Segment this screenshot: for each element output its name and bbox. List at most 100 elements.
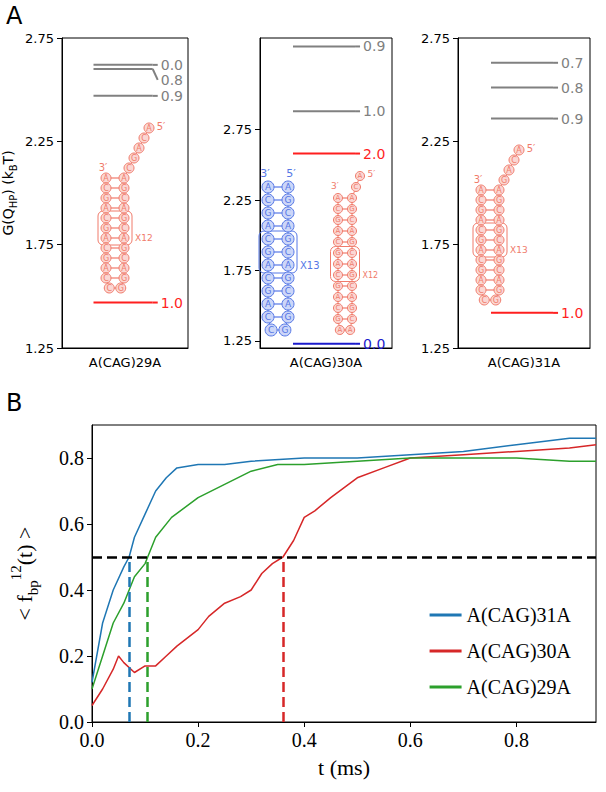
- svg-text:A: A: [478, 216, 484, 225]
- svg-text:A: A: [103, 234, 109, 243]
- svg-text:A(CAG)29A: A(CAG)29A: [467, 676, 572, 699]
- svg-text:A: A: [285, 221, 292, 231]
- svg-text:G: G: [281, 325, 288, 335]
- svg-text:2.75: 2.75: [223, 122, 252, 137]
- svg-text:A: A: [103, 174, 109, 183]
- svg-text:A: A: [336, 293, 341, 301]
- svg-text:G: G: [285, 234, 292, 244]
- svg-text:1.75: 1.75: [421, 237, 450, 252]
- svg-text:1.25: 1.25: [421, 341, 450, 356]
- svg-text:0.0: 0.0: [80, 729, 105, 751]
- svg-text:C: C: [141, 134, 147, 143]
- svg-text:G: G: [121, 244, 127, 253]
- svg-text:G: G: [285, 312, 292, 322]
- svg-text:1.75: 1.75: [223, 263, 252, 278]
- svg-text:C: C: [478, 256, 484, 265]
- svg-text:G: G: [265, 247, 272, 257]
- svg-text:G: G: [349, 238, 354, 246]
- svg-text:A: A: [496, 276, 502, 285]
- svg-text:A: A: [516, 146, 522, 155]
- svg-text:5′: 5′: [368, 169, 376, 179]
- svg-text:C: C: [265, 273, 271, 283]
- svg-text:0.7: 0.7: [561, 55, 583, 71]
- svg-text:C: C: [354, 183, 359, 191]
- svg-text:A: A: [121, 204, 127, 213]
- svg-text:0.2: 0.2: [186, 729, 211, 751]
- svg-text:C: C: [336, 238, 341, 246]
- svg-text:G: G: [265, 286, 272, 296]
- svg-text:A: A: [103, 204, 109, 213]
- svg-text:C: C: [126, 164, 132, 173]
- svg-text:G: G: [285, 195, 292, 205]
- svg-text:C: C: [511, 156, 517, 165]
- svg-text:C: C: [478, 286, 484, 295]
- svg-text:0.4: 0.4: [59, 579, 84, 601]
- svg-text:G: G: [493, 296, 499, 305]
- svg-text:G: G: [501, 176, 507, 185]
- svg-text:G: G: [103, 224, 109, 233]
- svg-text:0.8: 0.8: [561, 80, 583, 96]
- svg-text:C: C: [350, 315, 355, 323]
- svg-text:2.25: 2.25: [25, 134, 54, 149]
- svg-text:A: A: [358, 172, 363, 180]
- svg-text:A: A: [336, 260, 341, 268]
- svg-text:X12: X12: [135, 233, 153, 243]
- svg-text:A: A: [350, 194, 355, 202]
- svg-text:C: C: [285, 208, 291, 218]
- svg-text:0.4: 0.4: [292, 729, 317, 751]
- svg-text:0.0: 0.0: [161, 57, 183, 73]
- svg-text:X13: X13: [300, 260, 320, 271]
- svg-text:G: G: [131, 154, 137, 163]
- svg-text:C: C: [478, 196, 484, 205]
- svg-text:A: A: [336, 194, 341, 202]
- svg-text:G: G: [335, 249, 340, 257]
- svg-text:G: G: [496, 286, 502, 295]
- svg-text:C: C: [121, 194, 127, 203]
- svg-text:A: A: [336, 227, 341, 235]
- svg-text:G: G: [349, 304, 354, 312]
- svg-text:A: A: [478, 276, 484, 285]
- svg-text:C: C: [478, 226, 484, 235]
- svg-text:G: G: [478, 236, 484, 245]
- svg-text:C: C: [350, 249, 355, 257]
- svg-text:0.8: 0.8: [504, 729, 529, 751]
- svg-text:2.75: 2.75: [25, 31, 54, 46]
- svg-text:C: C: [103, 184, 109, 193]
- svg-text:X12: X12: [363, 271, 379, 280]
- svg-text:2.25: 2.25: [223, 193, 252, 208]
- svg-text:C: C: [496, 206, 502, 215]
- svg-text:(t) >: (t) >: [12, 527, 37, 566]
- svg-text:3′: 3′: [331, 181, 339, 191]
- svg-text:A: A: [285, 299, 292, 309]
- svg-text:X13: X13: [510, 245, 528, 255]
- svg-text:A: A: [121, 264, 127, 273]
- svg-text:5′: 5′: [527, 143, 536, 154]
- svg-text:C: C: [103, 214, 109, 223]
- svg-text:C: C: [350, 216, 355, 224]
- svg-text:< f: < f: [12, 595, 37, 621]
- svg-text:2.0: 2.0: [363, 146, 385, 162]
- svg-text:A(CAG)31A: A(CAG)31A: [488, 355, 560, 370]
- svg-text:C: C: [285, 286, 291, 296]
- svg-text:A: A: [121, 234, 127, 243]
- svg-text:C: C: [265, 312, 271, 322]
- svg-text:C: C: [350, 282, 355, 290]
- svg-text:C: C: [496, 236, 502, 245]
- svg-text:G: G: [285, 273, 292, 283]
- svg-text:A: A: [285, 260, 292, 270]
- svg-text:G: G: [335, 315, 340, 323]
- svg-text:A: A: [6, 2, 23, 30]
- svg-text:G: G: [121, 274, 127, 283]
- svg-text:C: C: [103, 274, 109, 283]
- svg-text:A: A: [478, 246, 484, 255]
- svg-text:G: G: [121, 184, 127, 193]
- svg-text:B: B: [6, 389, 22, 417]
- svg-text:A(CAG)30A: A(CAG)30A: [467, 640, 572, 663]
- svg-text:t (ms): t (ms): [318, 755, 370, 780]
- svg-text:G: G: [103, 194, 109, 203]
- svg-text:A: A: [136, 144, 142, 153]
- svg-text:2.75: 2.75: [421, 31, 450, 46]
- svg-text:1.25: 1.25: [25, 341, 54, 356]
- svg-text:A: A: [121, 174, 127, 183]
- svg-text:C: C: [481, 296, 487, 305]
